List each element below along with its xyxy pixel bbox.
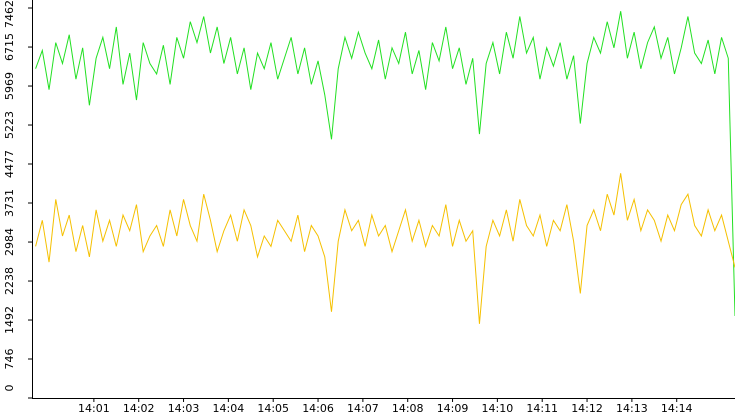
y-tick-label: 0 (3, 385, 16, 392)
y-tick-label: 1492 (3, 306, 16, 334)
x-tick-label: 14:02 (123, 402, 155, 415)
x-tick-label: 14:09 (437, 402, 469, 415)
series-line (35, 11, 735, 316)
y-tick-label: 5223 (3, 111, 16, 139)
x-tick-label: 14:08 (392, 402, 424, 415)
y-tick-label: 3731 (3, 189, 16, 217)
x-tick-label: 14:10 (482, 402, 514, 415)
x-tick-label: 14:01 (78, 402, 110, 415)
y-tick-label: 746 (3, 349, 16, 370)
x-tick-label: 14:14 (661, 402, 693, 415)
x-tick-label: 14:06 (302, 402, 334, 415)
x-tick-label: 14:13 (616, 402, 648, 415)
x-tick-label: 14:12 (571, 402, 603, 415)
y-tick-label: 5969 (3, 72, 16, 100)
y-tick-label: 2238 (3, 267, 16, 295)
x-tick-label: 14:05 (257, 402, 289, 415)
y-tick-label: 4477 (3, 150, 16, 178)
x-tick-label: 14:03 (168, 402, 200, 415)
x-tick-label: 14:04 (213, 402, 245, 415)
y-tick-label: 2984 (3, 228, 16, 256)
y-tick-label: 6715 (3, 33, 16, 61)
x-tick-label: 14:11 (526, 402, 558, 415)
y-tick-label: 7462 (3, 0, 16, 28)
x-tick-label: 14:07 (347, 402, 379, 415)
series-line (35, 173, 735, 324)
